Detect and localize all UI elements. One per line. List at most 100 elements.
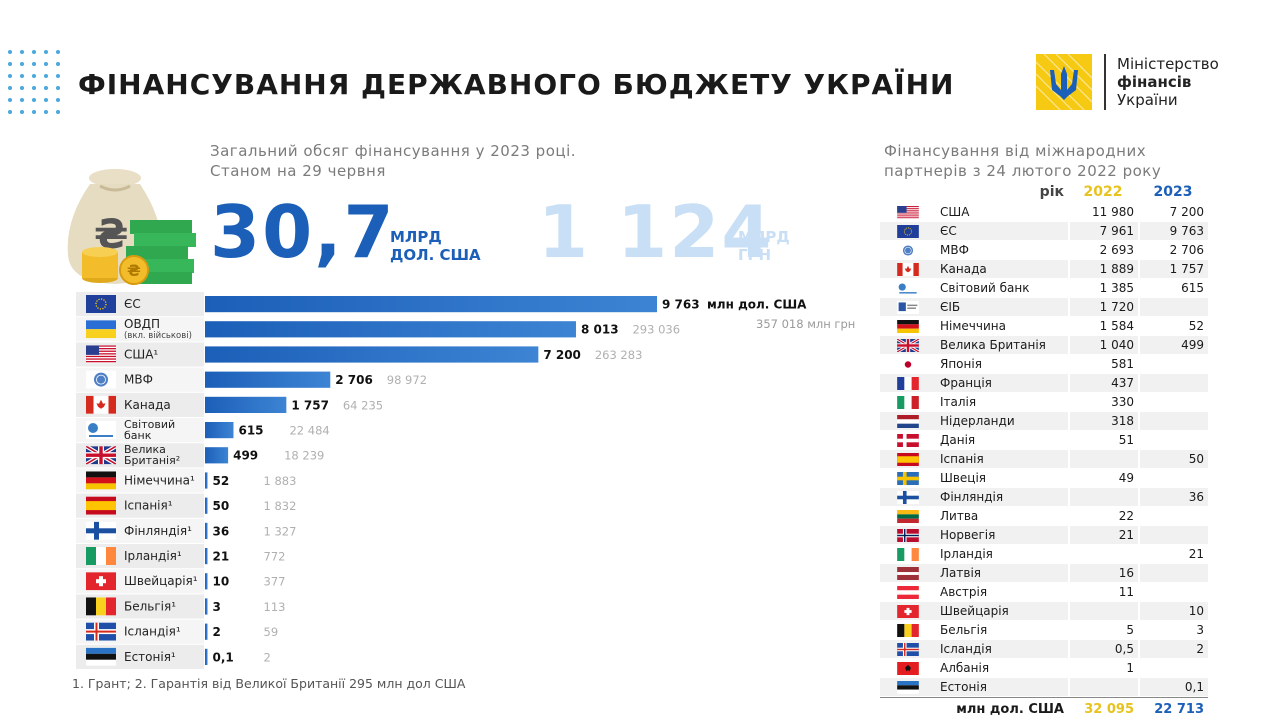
logo-separator	[1104, 54, 1106, 110]
estonia-flag-icon	[86, 647, 116, 666]
value-label: 8 013	[581, 323, 619, 337]
partner-flag-cell	[880, 564, 936, 583]
partner-2022-value: 330	[1068, 393, 1138, 412]
trident-icon	[1035, 53, 1101, 119]
iceland-flag-icon	[86, 622, 116, 641]
netherlands-flag-icon	[897, 415, 919, 428]
decorative-dot	[20, 74, 24, 78]
category-label: Бельгія¹	[124, 599, 176, 613]
partner-row: Велика Британія 1 040 499	[880, 336, 1208, 355]
partner-row: Швеція 49	[880, 469, 1208, 488]
bar	[205, 573, 208, 590]
partner-2023-value	[1138, 393, 1208, 412]
partner-2022-value: 2 693	[1068, 241, 1138, 260]
total-uah-unit: МЛРД ГРН	[738, 228, 790, 264]
partner-flag-cell	[880, 583, 936, 602]
partner-row: США 11 980 7 200	[880, 203, 1208, 222]
financing-bar-chart: ЄС 9 763 млн дол. США 357 018 млн грн ОВДП(в…	[76, 292, 855, 669]
partner-2022-value: 437	[1068, 374, 1138, 393]
partner-flag-cell	[880, 640, 936, 659]
total-uah-unit-line2: ГРН	[738, 246, 772, 264]
ireland-flag-icon	[86, 547, 116, 565]
partner-2023-value: 9 763	[1138, 222, 1208, 241]
partner-2023-value	[1138, 564, 1208, 583]
secondary-label: 1 883	[264, 474, 297, 488]
partner-2023-value: 52	[1138, 317, 1208, 336]
partner-row: Нідерланди 318	[880, 412, 1208, 431]
category-label: ЄС	[124, 297, 141, 311]
decorative-dot	[8, 50, 12, 54]
partner-2023-value: 2 706	[1138, 241, 1208, 260]
total-label: млн дол. США	[880, 697, 1068, 721]
value-label: 615	[238, 424, 263, 438]
partner-country: США	[936, 203, 1068, 222]
partner-flag-cell	[880, 545, 936, 564]
partner-2023-value: 1 757	[1138, 260, 1208, 279]
year-header-label: рік	[880, 182, 1068, 203]
partner-2023-value	[1138, 583, 1208, 602]
partner-country: Ісландія	[936, 640, 1068, 659]
partner-country: Латвія	[936, 564, 1068, 583]
imf-flag-icon	[897, 244, 919, 257]
value-label: 10	[213, 575, 230, 589]
summary-subtitle-line2: Станом на 29 червня	[210, 162, 386, 180]
partner-country: Швейцарія	[936, 602, 1068, 621]
partner-flag-cell	[880, 203, 936, 222]
spain-flag-icon	[86, 496, 116, 515]
secondary-label: 1 832	[264, 499, 297, 513]
partner-flag-cell	[880, 507, 936, 526]
partner-country: Фінляндія	[936, 488, 1068, 507]
year-2022-header: 2022	[1068, 182, 1138, 203]
partner-row: Швейцарія 10	[880, 602, 1208, 621]
partner-2022-value	[1068, 602, 1138, 621]
partner-flag-cell	[880, 374, 936, 393]
total-2022: 32 095	[1068, 697, 1138, 721]
partner-row: Естонія 0,1	[880, 678, 1208, 697]
uk-flag-icon	[86, 446, 116, 465]
partner-flag-cell	[880, 336, 936, 355]
partner-2022-value: 1 889	[1068, 260, 1138, 279]
italy-flag-icon	[897, 396, 919, 409]
austria-flag-icon	[897, 586, 919, 599]
partner-2023-value: 50	[1138, 450, 1208, 469]
summary-subtitle: Загальний обсяг фінансування у 2023 році…	[210, 141, 576, 181]
value-label: 50	[213, 499, 230, 513]
secondary-label: 64 235	[343, 398, 383, 412]
decorative-dot	[8, 110, 12, 114]
decorative-dot	[32, 86, 36, 90]
partner-2022-value: 16	[1068, 564, 1138, 583]
partner-2022-value: 1 720	[1068, 298, 1138, 317]
value-label: 0,1	[213, 650, 234, 664]
category-label: Ісландія¹	[124, 625, 181, 639]
decorative-dot	[8, 62, 12, 66]
partner-row: ЄІБ 1 720	[880, 298, 1208, 317]
usa-flag-icon	[86, 345, 116, 364]
decorative-dot	[8, 74, 12, 78]
worldbank-flag-icon	[86, 421, 116, 439]
bar	[205, 548, 208, 565]
bar	[205, 296, 657, 313]
partner-country: Італія	[936, 393, 1068, 412]
bar	[205, 396, 287, 413]
partner-flag-cell	[880, 488, 936, 507]
partner-2022-value: 11 980	[1068, 203, 1138, 222]
bar	[205, 598, 208, 615]
partner-row: Албанія 1	[880, 659, 1208, 678]
secondary-label: 377	[264, 575, 286, 589]
partner-country: Японія	[936, 355, 1068, 374]
partner-2022-value	[1068, 678, 1138, 697]
partner-country: МВФ	[936, 241, 1068, 260]
decorative-dot	[8, 98, 12, 102]
lithuania-flag-icon	[897, 510, 919, 523]
partner-row: Канада 1 889 1 757	[880, 260, 1208, 279]
decorative-dot	[44, 74, 48, 78]
partner-2022-value: 581	[1068, 355, 1138, 374]
partner-row: Бельгія 5 3	[880, 621, 1208, 640]
bar	[205, 346, 539, 363]
partner-flag-cell	[880, 431, 936, 450]
partner-2022-value: 1 385	[1068, 279, 1138, 298]
eib-flag-icon	[897, 301, 919, 314]
value-unit-label: млн дол. США	[707, 298, 807, 312]
partners-table: рік 2022 2023 США 11 980 7 200 ЄС 7 961 9 763…	[880, 182, 1208, 721]
partner-row: Іспанія 50	[880, 450, 1208, 469]
